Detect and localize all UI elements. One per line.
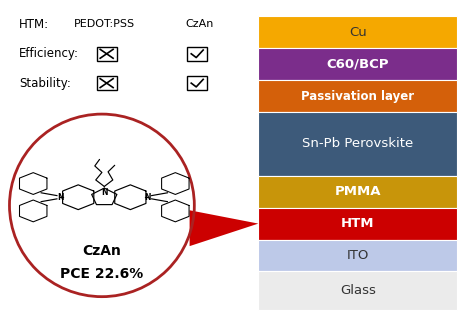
Text: C60/BCP: C60/BCP (327, 58, 389, 71)
Bar (258, 16, 457, 48)
Text: Passivation layer: Passivation layer (301, 90, 414, 103)
Text: PCE 22.6%: PCE 22.6% (60, 267, 144, 281)
Bar (97, 47, 117, 61)
Bar (187, 47, 207, 61)
Text: PEDOT:PSS: PEDOT:PSS (74, 20, 135, 29)
Text: HTM:: HTM: (19, 18, 49, 31)
Polygon shape (190, 210, 258, 246)
Bar (187, 76, 207, 90)
Text: HTM: HTM (341, 217, 374, 230)
Bar (258, 80, 457, 112)
Text: ITO: ITO (346, 249, 369, 262)
Bar (97, 76, 117, 90)
Bar (258, 240, 457, 272)
Text: PMMA: PMMA (335, 185, 381, 198)
Text: CzAn: CzAn (185, 20, 213, 29)
Text: Sn-Pb Perovskite: Sn-Pb Perovskite (302, 137, 413, 150)
Text: Cu: Cu (349, 26, 367, 39)
Bar (258, 112, 457, 176)
Text: Efficiency:: Efficiency: (19, 47, 79, 60)
Bar (258, 48, 457, 80)
Bar (258, 272, 457, 310)
Text: N: N (145, 193, 151, 202)
Bar (258, 208, 457, 240)
Text: Stability:: Stability: (19, 77, 71, 90)
Text: N: N (57, 193, 64, 202)
Text: N: N (101, 188, 108, 197)
Text: CzAn: CzAn (82, 244, 121, 258)
Bar (258, 176, 457, 208)
Text: Glass: Glass (340, 284, 376, 297)
